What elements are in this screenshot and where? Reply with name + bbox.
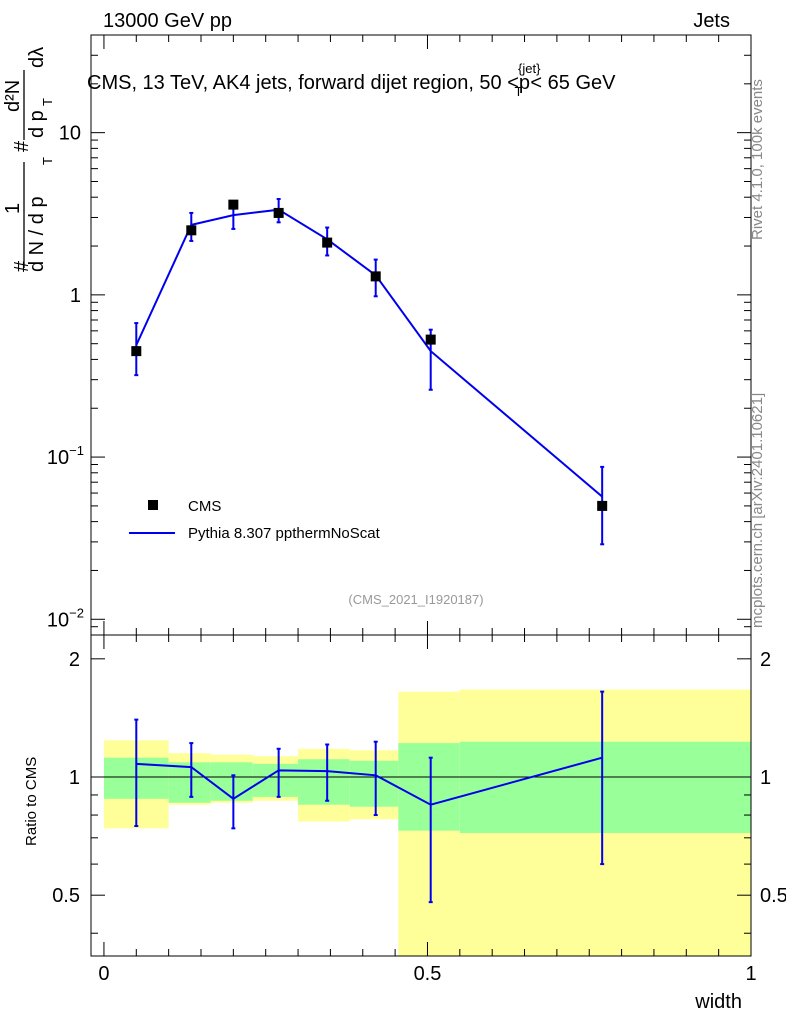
pythia-line — [135, 208, 603, 498]
ratio-y-tick-label-right: 1 — [760, 767, 771, 789]
y-label-frac1-num: 1 — [2, 203, 24, 214]
main-title-tail: < 65 GeV — [530, 72, 616, 94]
inner-band-bin — [398, 743, 460, 831]
inner-band-bin — [252, 763, 299, 797]
x-tick-label: 0.5 — [414, 963, 442, 985]
main-title-sup: {jet} — [518, 61, 541, 76]
header-left: 13000 GeV pp — [103, 10, 232, 32]
main-y-tick-label: 10−1 — [47, 443, 84, 469]
main-title-text: CMS, 13 TeV, AK4 jets, forward dijet reg… — [87, 72, 530, 94]
inner-band-bin — [459, 741, 751, 834]
legend-cms-marker — [148, 500, 158, 510]
mcplots-label: mcplots.cern.ch [arXiv:2401.10621] — [749, 393, 766, 628]
legend: CMS Pythia 8.307 ppthermNoScat — [129, 498, 381, 542]
y-label-hash-2: # — [11, 140, 33, 152]
cms-data-point — [425, 334, 436, 345]
y-label-frac2-num: d²N — [2, 80, 24, 112]
main-y-tick-label: 1 — [70, 285, 81, 307]
main-title-sub: T — [514, 84, 522, 99]
legend-pythia-label: Pythia 8.307 ppthermNoScat — [188, 525, 381, 542]
cms-data-point — [228, 199, 239, 210]
cms-data-point — [322, 237, 333, 248]
ratio-y-tick-label-right: 2 — [760, 649, 771, 671]
main-series-layer — [131, 197, 608, 546]
y-label-frac2-den: d p — [26, 110, 48, 138]
rivet-label: Rivet 4.1.0, 100k events — [749, 79, 766, 240]
y-label-dlambda: dλ — [26, 47, 48, 68]
y-label-hash-1: # — [11, 260, 33, 272]
legend-cms-label: CMS — [188, 498, 221, 515]
ratio-y-tick-label-left: 2 — [69, 649, 80, 671]
ratio-y-tick-label-left: 0.5 — [52, 885, 80, 907]
cms-data-point — [186, 225, 197, 236]
cms-data-point — [597, 500, 608, 511]
ratio-y-tick-label-left: 1 — [69, 767, 80, 789]
inner-band-bin — [298, 759, 350, 805]
main-y-tick-label: 10 — [59, 123, 81, 145]
main-title: CMS, 13 TeV, AK4 jets, forward dijet reg… — [87, 61, 616, 99]
main-y-tick-label: 10−2 — [47, 605, 84, 631]
x-tick-label: 1 — [745, 963, 756, 985]
x-tick-label: 0 — [98, 963, 109, 985]
y-label-T-1: T — [40, 157, 55, 165]
main-axis-ticks: 10−2 10−1 1 10 — [47, 34, 751, 636]
cms-data-point — [370, 271, 381, 282]
cms-data-point — [273, 207, 284, 218]
ratio-uncertainty-bands — [91, 689, 751, 956]
y-label-T-2: T — [40, 98, 55, 106]
cms-data-point — [131, 346, 142, 357]
ratio-y-tick-label-right: 0.5 — [760, 885, 786, 907]
ratio-y-axis-label: Ratio to CMS — [23, 757, 40, 846]
ratio-line — [136, 756, 603, 806]
inner-band-bin — [210, 762, 253, 801]
ratio-series-layer — [134, 690, 605, 904]
ratio-plot-frame — [90, 634, 752, 957]
ratio-axis-ticks: 0.5 0.5 1 1 2 2 0 0.5 1 — [52, 35, 786, 985]
y-label-frac1-den: d N / d p — [26, 196, 48, 272]
main-y-axis-label: # 1 d N / d p T # d²N d p T dλ — [2, 47, 55, 272]
x-axis-label: width — [694, 991, 742, 1013]
header-right: Jets — [693, 10, 730, 32]
main-plot-frame — [90, 34, 752, 636]
watermark: (CMS_2021_I1920187) — [348, 592, 483, 607]
